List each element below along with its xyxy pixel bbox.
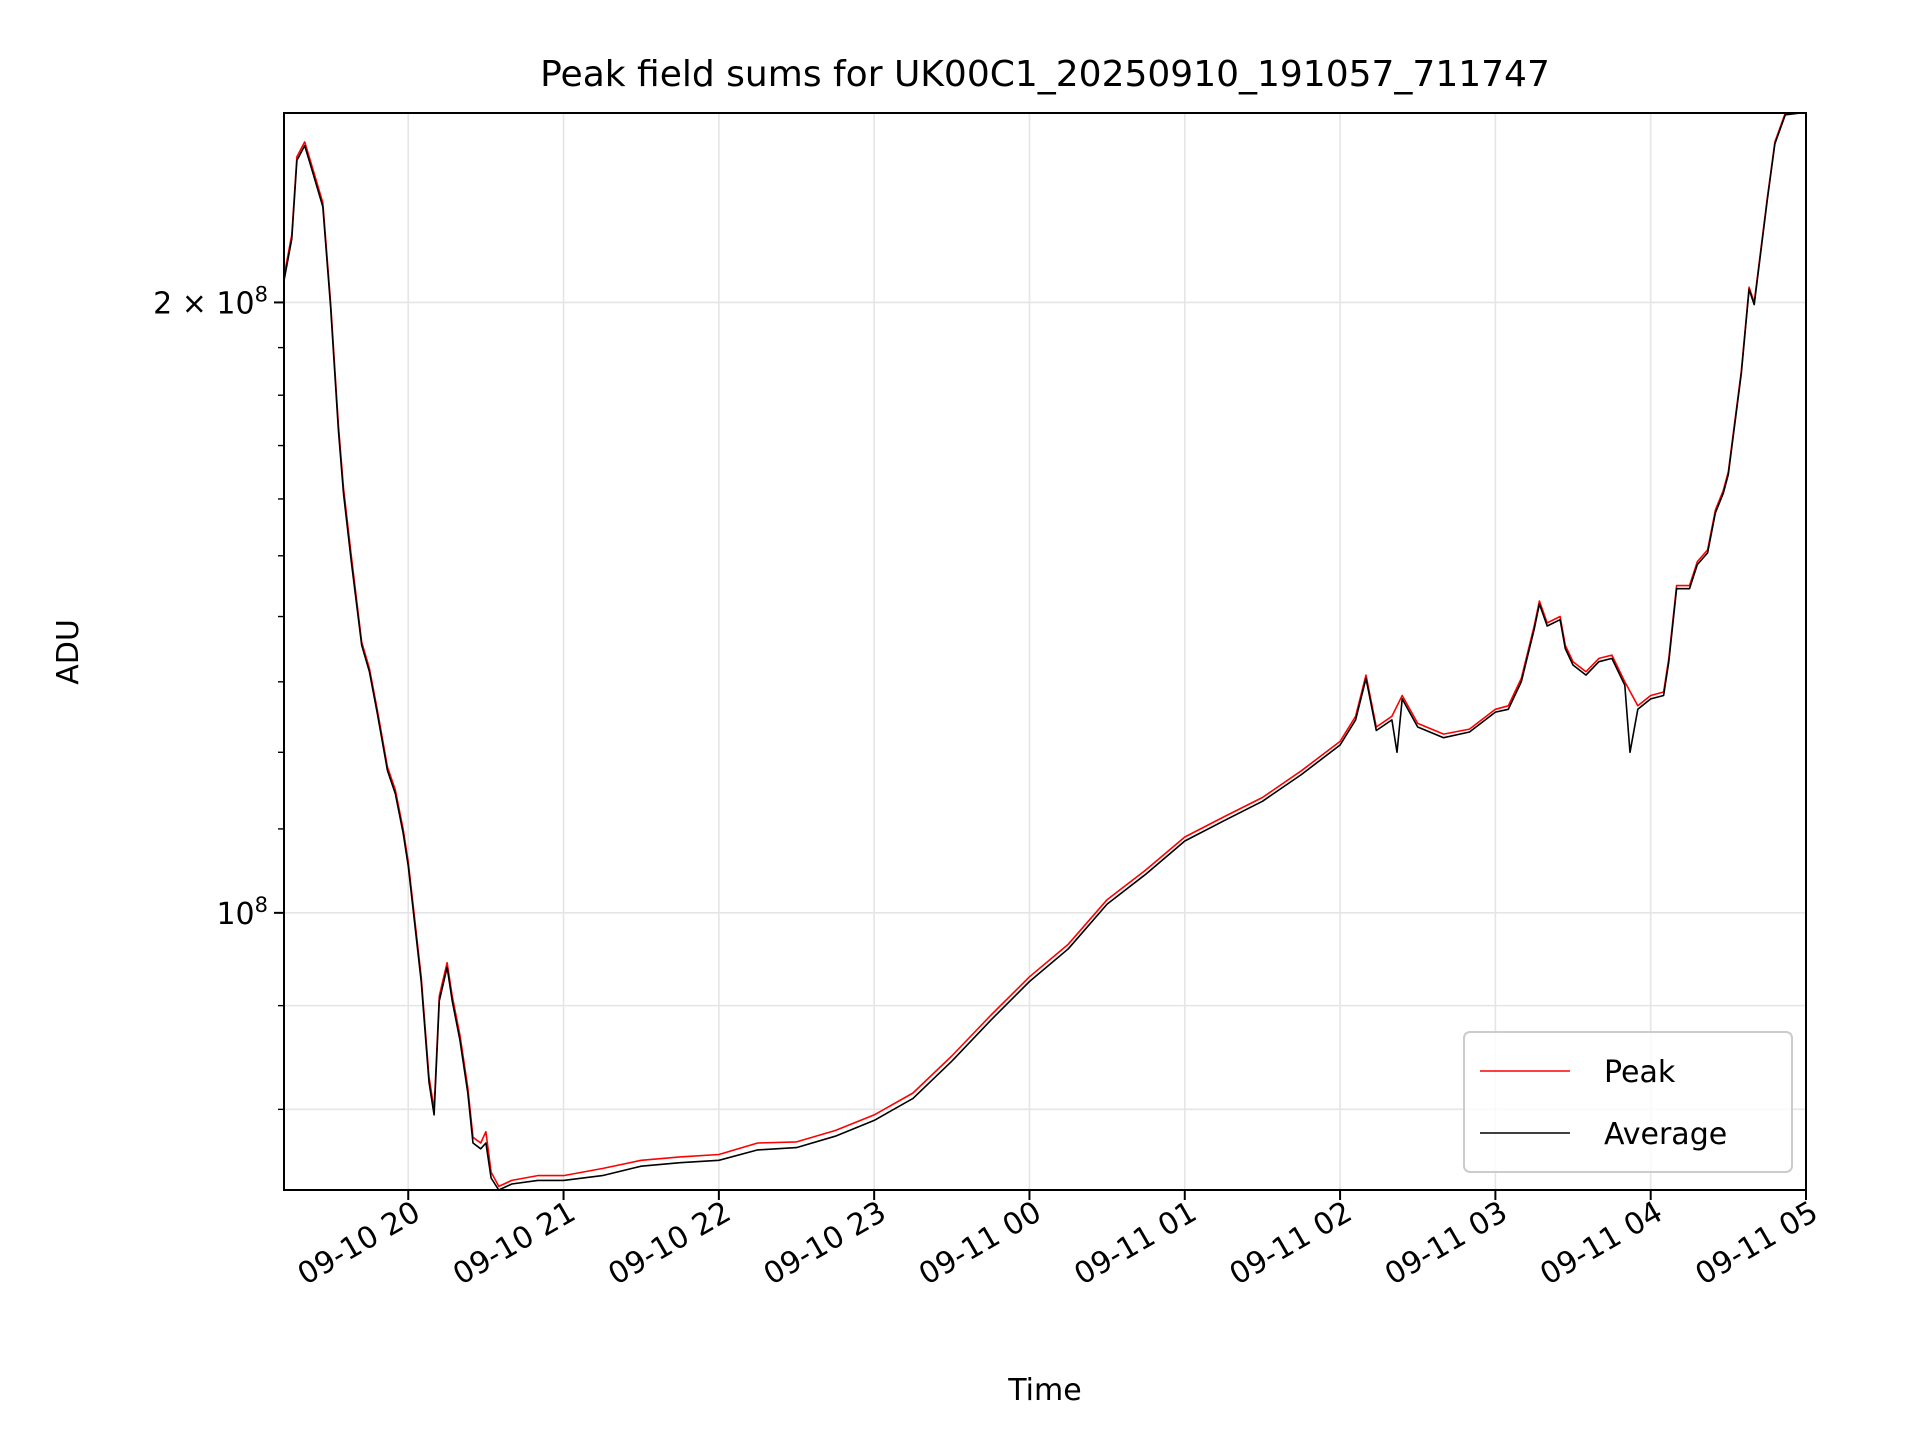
y-tick-label: 2 × 108: [153, 282, 268, 321]
legend-label-average: Average: [1604, 1117, 1727, 1152]
plot-frame: [283, 112, 1807, 1191]
chart-title: Peak field sums for UK00C1_20250910_1910…: [540, 54, 1550, 95]
y-tick-label: 108: [216, 893, 268, 932]
legend-box: [1463, 1031, 1793, 1173]
legend-label-peak: Peak: [1604, 1055, 1676, 1090]
y-axis: 108 2 × 108: [153, 282, 284, 1111]
y-axis-label: ADU: [51, 619, 86, 685]
series-line-average: [284, 113, 1801, 1190]
series-layer: [284, 113, 1801, 1190]
legend: Peak Average: [1463, 1031, 1793, 1173]
x-axis-label: Time: [1007, 1373, 1081, 1408]
